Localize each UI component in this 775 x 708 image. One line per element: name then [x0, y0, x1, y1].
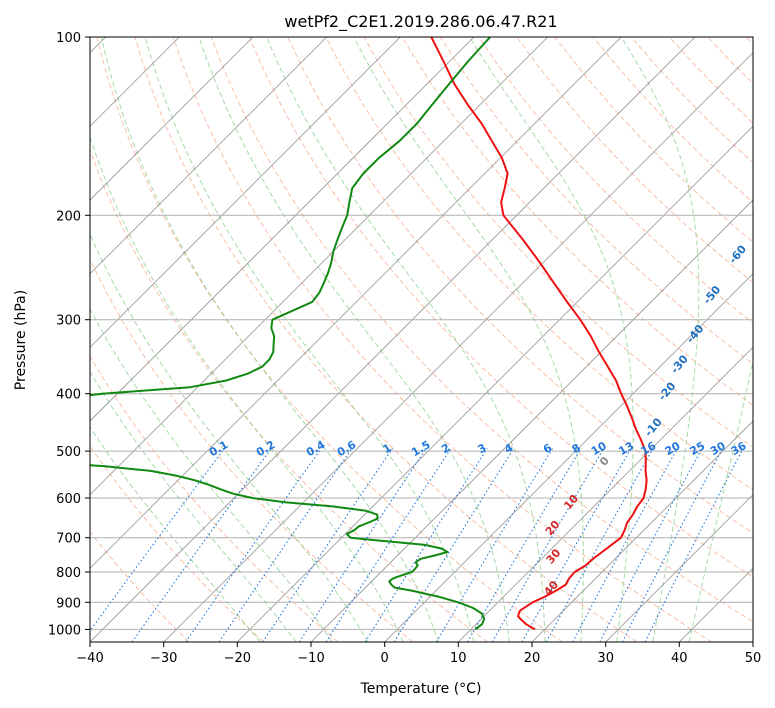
temperature-profile-line — [430, 37, 648, 631]
mixing-ratio-line — [364, 448, 488, 642]
mixing-ratio-line — [90, 448, 225, 632]
mixing-ratio-line — [262, 448, 393, 642]
isotherm-line — [90, 37, 548, 496]
dry-adiabat-line — [134, 37, 638, 642]
x-tick-label: −40 — [76, 651, 103, 666]
mixing-ratio-line — [218, 448, 353, 642]
dry-adiabat-line — [90, 258, 414, 642]
chart-title: wetPf2_C2E1.2019.286.06.47.R21 — [284, 12, 557, 32]
x-tick-label: 20 — [524, 651, 541, 666]
mixing-ratio-line — [572, 448, 678, 642]
mixing-ratio-lines — [90, 448, 744, 642]
plot-frame — [89, 36, 754, 643]
y-axis-label: Pressure (hPa) — [13, 290, 29, 390]
x-tick-label: −20 — [224, 651, 251, 666]
x-tick-label: −30 — [150, 651, 177, 666]
dry-adiabat-line — [439, 37, 753, 365]
y-tick-label: 800 — [56, 566, 81, 581]
isotherm-line — [163, 52, 753, 642]
x-tick-label: 10 — [450, 651, 467, 666]
isotherm-line — [90, 37, 401, 348]
dry-adiabat-line — [516, 37, 753, 284]
moist-adiabat-line — [266, 37, 546, 642]
dry-adiabats — [90, 37, 753, 642]
isotherm-line — [90, 37, 475, 422]
y-tick-label: 600 — [56, 492, 81, 507]
dry-adiabat-line — [325, 37, 753, 491]
dry-adiabat-line — [172, 37, 712, 642]
dewpoint-profile-line — [90, 37, 491, 631]
x-tick-label: 50 — [745, 651, 762, 666]
isotherm-line — [310, 199, 753, 642]
dry-adiabat-line — [96, 37, 563, 642]
y-tick-label: 200 — [56, 209, 81, 224]
y-tick-label: 500 — [56, 445, 81, 460]
isotherm-line — [90, 37, 622, 569]
dry-adiabat-line — [210, 37, 753, 623]
isotherm-line — [90, 37, 696, 642]
moist-adiabat-line — [198, 37, 510, 642]
moist-adiabat-line — [620, 37, 700, 642]
mixing-ratio-line — [325, 448, 452, 642]
isotherms — [90, 37, 753, 642]
mixing-ratio-line — [298, 448, 427, 642]
mixing-ratio-line — [599, 448, 703, 642]
moist-adiabat-line — [90, 135, 404, 642]
y-tick-label: 100 — [56, 31, 81, 46]
mixing-ratio-line — [491, 448, 605, 642]
isotherm-line — [605, 494, 753, 642]
x-tick-label: 0 — [381, 651, 389, 666]
y-tick-label: 400 — [56, 388, 81, 403]
moist-adiabat-line — [90, 232, 369, 642]
moist-adiabat-line — [90, 308, 333, 642]
mixing-ratio-line — [185, 448, 322, 642]
isotherm-line — [384, 273, 753, 642]
dry-adiabat-line — [90, 148, 488, 642]
isotherm-line — [90, 37, 254, 201]
isotherm-line — [458, 346, 753, 642]
moist-adiabat-line — [100, 37, 439, 642]
y-tick-label: 300 — [56, 314, 81, 329]
y-axis-ticks: 100 200 300 400 500 600 700 800 900 1000 — [48, 31, 90, 638]
isotherm-line — [90, 37, 327, 275]
moist-adiabat-line — [90, 426, 261, 642]
y-tick-label: 700 — [56, 532, 81, 547]
mixing-ratio-line — [644, 448, 744, 642]
x-axis-label: Temperature (°C) — [360, 681, 482, 697]
dry-adiabat-line — [90, 355, 339, 642]
moist-adiabats — [90, 37, 753, 642]
sounding-series — [90, 37, 648, 631]
y-tick-label: 1000 — [48, 623, 81, 638]
mixing-ratio-line — [131, 448, 272, 642]
x-axis-ticks: −40 −30 −20 −10 0 10 20 30 40 50 — [76, 642, 761, 666]
mixing-ratio-line — [621, 448, 723, 642]
x-tick-label: −10 — [297, 651, 324, 666]
dry-adiabat-line — [249, 37, 753, 578]
mixing-ratio-line — [393, 448, 515, 642]
dry-adiabat-line — [90, 445, 264, 642]
x-tick-label: 40 — [671, 651, 688, 666]
y-tick-label: 900 — [56, 596, 81, 611]
isotherm-line — [237, 125, 753, 642]
moist-adiabat-line — [353, 37, 584, 642]
mixing-ratio-line — [467, 448, 582, 642]
x-tick-label: 30 — [597, 651, 614, 666]
dry-adiabat-line — [401, 37, 753, 406]
dry-adiabat-line — [90, 531, 190, 642]
plot-area: 0.10.20.40.611.52346810131620253036-100-… — [90, 37, 753, 642]
moist-adiabat-line — [144, 37, 475, 642]
moist-adiabat-line — [688, 358, 753, 642]
isotherm-line — [531, 420, 753, 642]
